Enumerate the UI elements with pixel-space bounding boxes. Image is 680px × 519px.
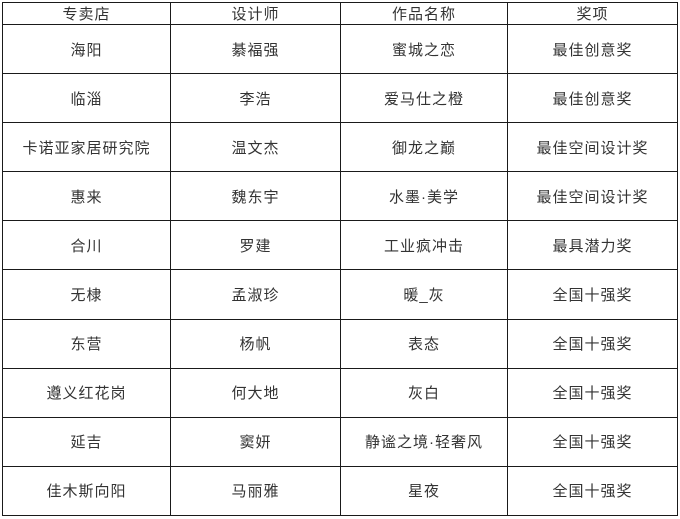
table-cell: 罗建 — [170, 220, 341, 271]
table-cell: 最佳创意奖 — [507, 73, 678, 124]
table-cell: 全国十强奖 — [507, 318, 678, 369]
table-row: 东营 杨帆 表态 全国十强奖 — [2, 318, 678, 369]
table-cell: 水墨·美学 — [340, 171, 508, 222]
table-row: 遵义红花岗 何大地 灰白 全国十强奖 — [2, 367, 678, 418]
table-cell: 最佳空间设计奖 — [507, 122, 678, 173]
table-cell: 海阳 — [2, 23, 171, 75]
table-cell: 延吉 — [2, 416, 171, 467]
table-row: 海阳 綦福强 蜜城之恋 最佳创意奖 — [2, 23, 678, 75]
table-cell: 御龙之巅 — [340, 122, 508, 173]
table-cell: 灰白 — [340, 367, 508, 418]
table-cell: 孟淑珍 — [170, 269, 341, 320]
table-cell: 李浩 — [170, 73, 341, 124]
table-cell: 温文杰 — [170, 122, 341, 173]
table-cell: 何大地 — [170, 367, 341, 418]
table-cell: 合川 — [2, 220, 171, 271]
table-cell: 工业疯冲击 — [340, 220, 508, 271]
column-header-designer: 设计师 — [170, 2, 341, 25]
table-cell: 马丽雅 — [170, 465, 341, 517]
table-row: 延吉 窦妍 静谧之境·轻奢风 全国十强奖 — [2, 416, 678, 467]
table-cell: 卡诺亚家居研究院 — [2, 122, 171, 173]
table-cell: 星夜 — [340, 465, 508, 517]
table-cell: 遵义红花岗 — [2, 367, 171, 418]
table-cell: 全国十强奖 — [507, 367, 678, 418]
table-row: 惠来 魏东宇 水墨·美学 最佳空间设计奖 — [2, 171, 678, 222]
table-cell: 临淄 — [2, 73, 171, 124]
table-cell: 魏东宇 — [170, 171, 341, 222]
table-row: 合川 罗建 工业疯冲击 最具潜力奖 — [2, 220, 678, 271]
column-header-award: 奖项 — [507, 2, 678, 25]
column-header-work: 作品名称 — [340, 2, 508, 25]
table-cell: 窦妍 — [170, 416, 341, 467]
table-row: 临淄 李浩 爱马仕之橙 最佳创意奖 — [2, 73, 678, 124]
table-cell: 蜜城之恋 — [340, 23, 508, 75]
table-cell: 爱马仕之橙 — [340, 73, 508, 124]
column-header-store: 专卖店 — [2, 2, 171, 25]
table-cell: 惠来 — [2, 171, 171, 222]
table-cell: 佳木斯向阳 — [2, 465, 171, 517]
table-cell: 无棣 — [2, 269, 171, 320]
table-cell: 最具潜力奖 — [507, 220, 678, 271]
table-header-row: 专卖店 设计师 作品名称 奖项 — [2, 2, 678, 25]
table-row: 无棣 孟淑珍 暖_灰 全国十强奖 — [2, 269, 678, 320]
table-cell: 静谧之境·轻奢风 — [340, 416, 508, 467]
table-cell: 杨帆 — [170, 318, 341, 369]
table-cell: 綦福强 — [170, 23, 341, 75]
table-cell: 暖_灰 — [340, 269, 508, 320]
table-cell: 最佳空间设计奖 — [507, 171, 678, 222]
table-row: 佳木斯向阳 马丽雅 星夜 全国十强奖 — [2, 465, 678, 517]
table-cell: 全国十强奖 — [507, 465, 678, 517]
table-body: 海阳 綦福强 蜜城之恋 最佳创意奖 临淄 李浩 爱马仕之橙 最佳创意奖 卡诺亚家居研究院 温文杰御… — [2, 23, 678, 517]
table-row: 卡诺亚家居研究院 温文杰 御龙之巅 最佳空间设计奖 — [2, 122, 678, 173]
table-cell: 表态 — [340, 318, 508, 369]
table-cell: 最佳创意奖 — [507, 23, 678, 75]
table-cell: 全国十强奖 — [507, 269, 678, 320]
table-cell: 全国十强奖 — [507, 416, 678, 467]
table-cell: 东营 — [2, 318, 171, 369]
